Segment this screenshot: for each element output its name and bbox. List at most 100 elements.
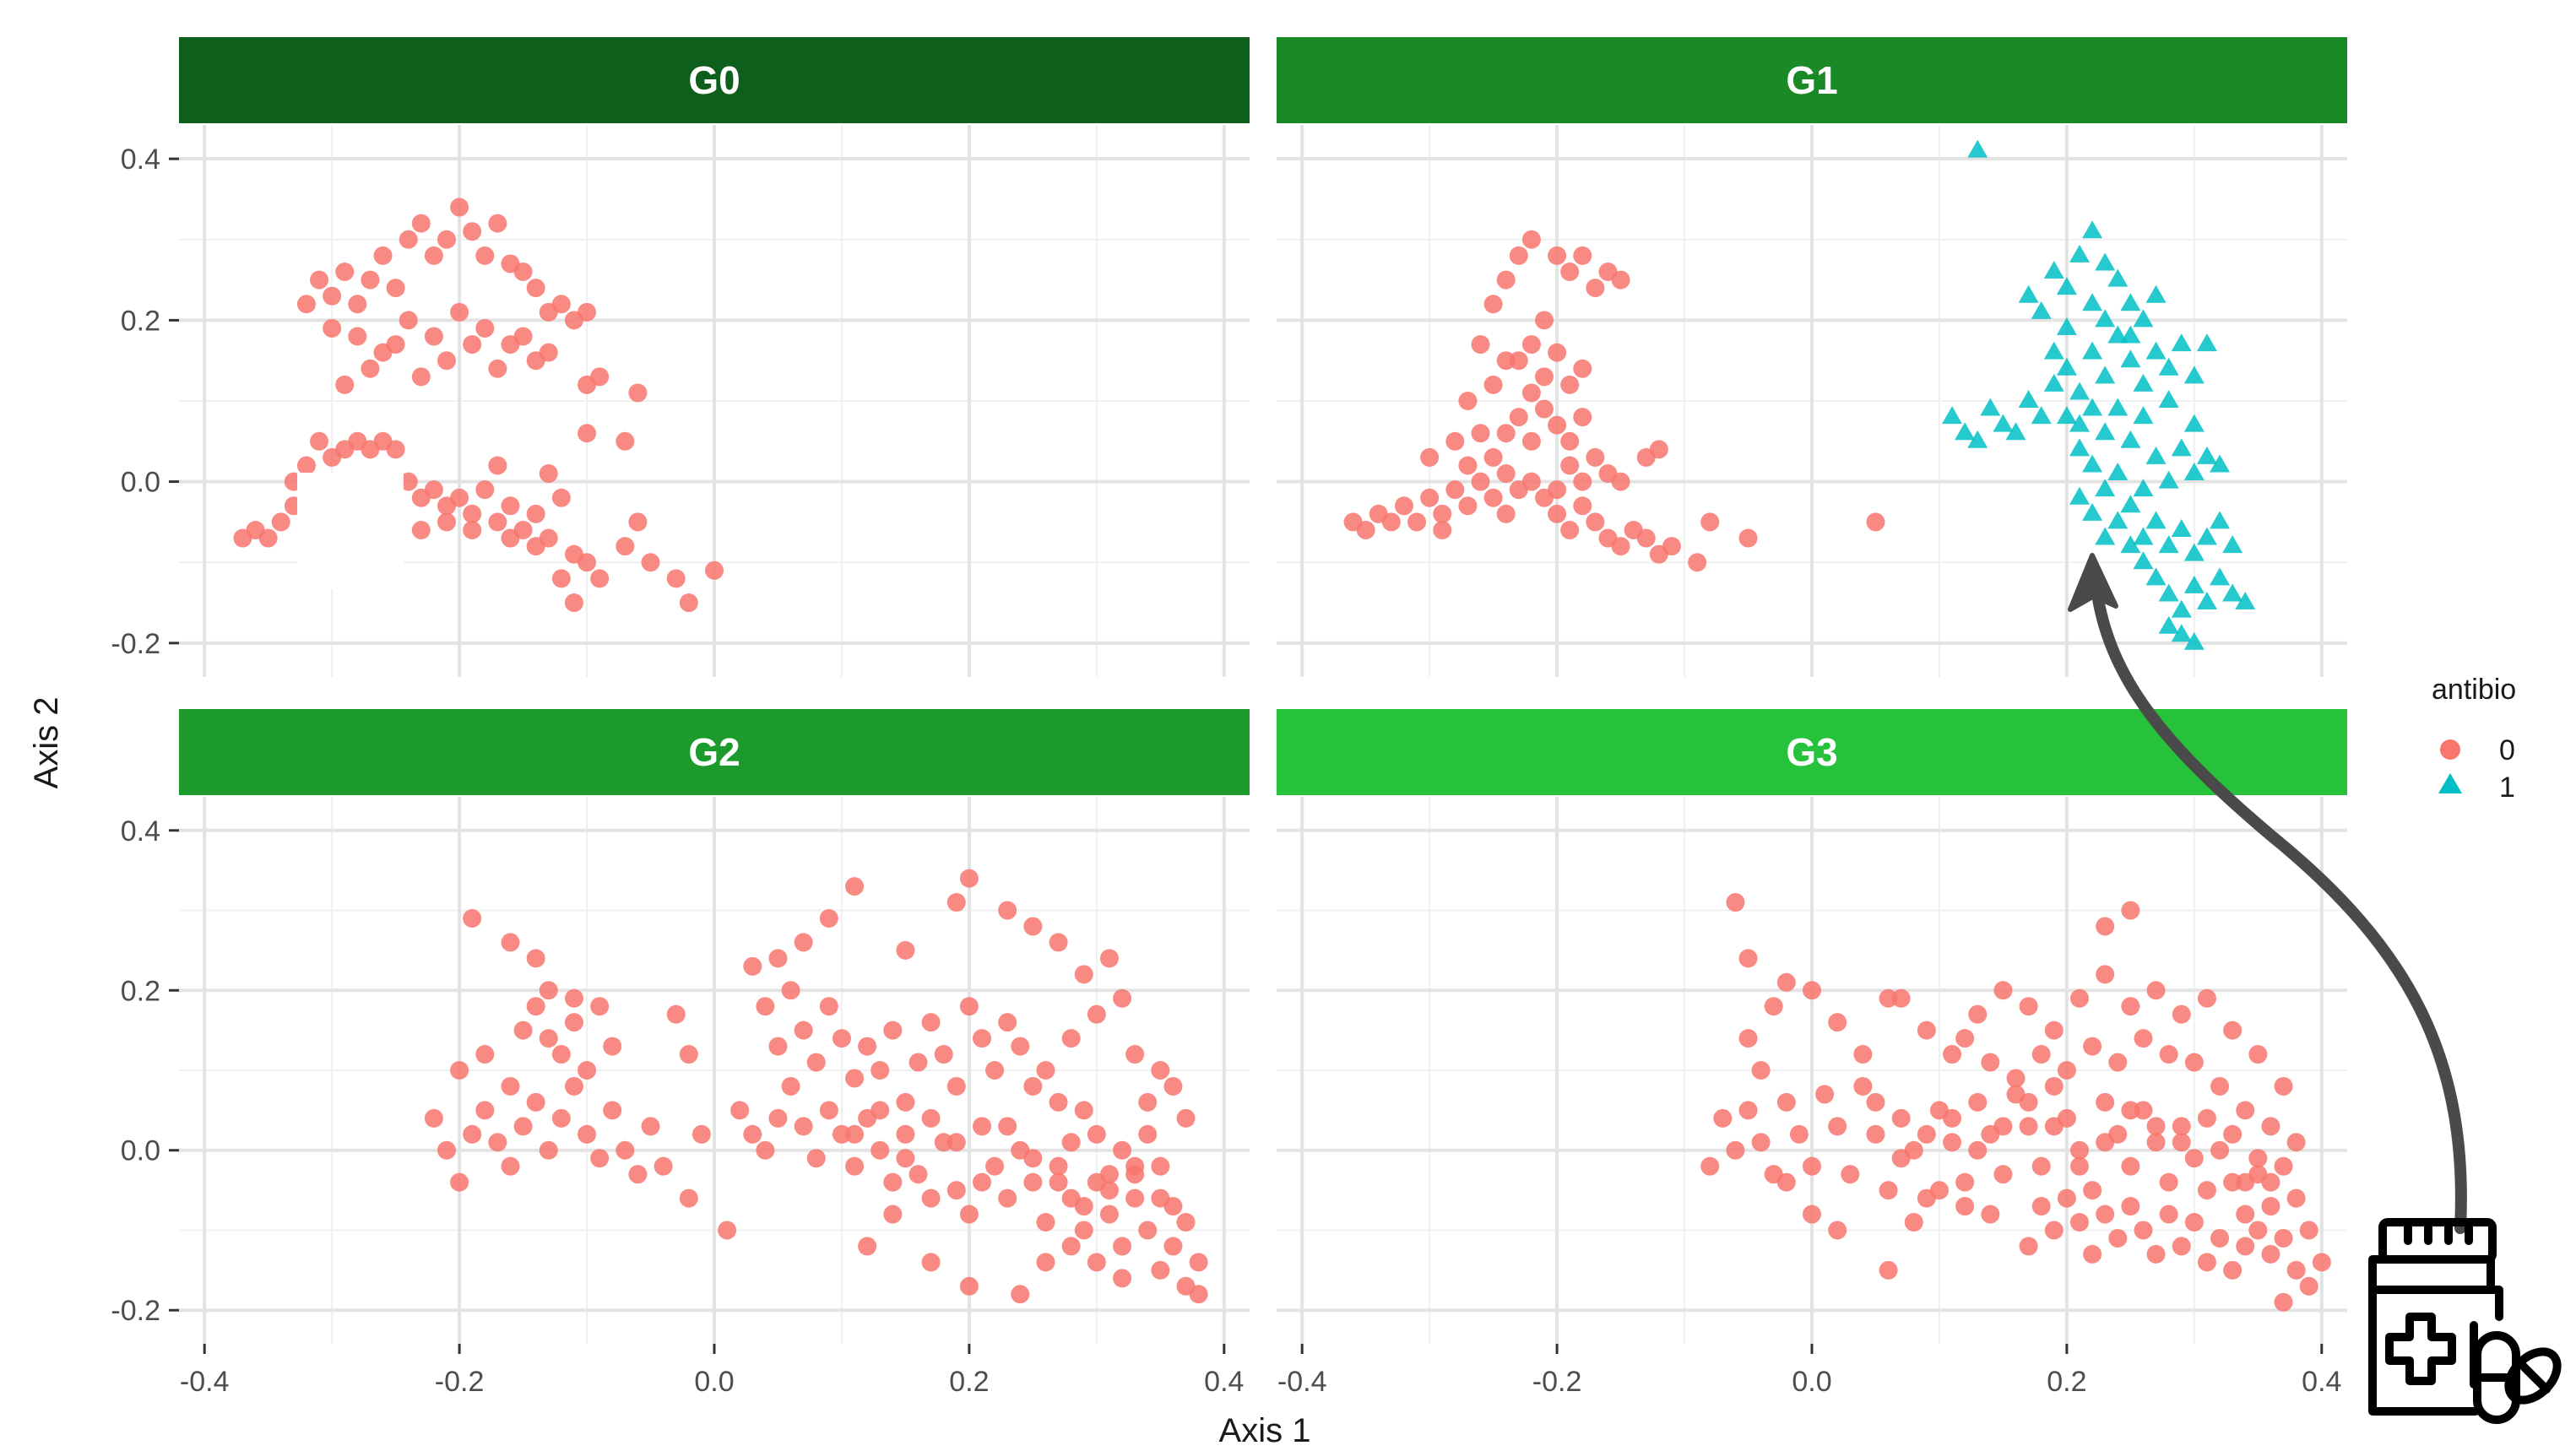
data-point xyxy=(2133,406,2154,425)
data-point xyxy=(2197,1181,2216,1200)
data-point xyxy=(934,1045,953,1064)
data-point xyxy=(1904,1213,1923,1232)
data-point xyxy=(2070,1156,2089,1176)
x-axis-title: Axis 1 xyxy=(1219,1412,1311,1449)
data-point xyxy=(641,1117,660,1136)
data-point xyxy=(1458,496,1478,516)
data-point xyxy=(475,1045,495,1064)
y-tick-label: -0.2 xyxy=(111,1295,160,1327)
data-point xyxy=(450,1061,469,1080)
data-point xyxy=(539,981,558,1000)
data-point xyxy=(1023,917,1043,936)
data-point xyxy=(845,1156,865,1176)
data-point xyxy=(501,933,520,952)
data-point xyxy=(2005,422,2026,441)
data-point xyxy=(564,593,583,613)
data-point xyxy=(2236,1172,2255,1192)
data-point xyxy=(819,909,838,928)
data-point xyxy=(756,997,775,1016)
data-point xyxy=(959,997,979,1016)
data-point xyxy=(2056,277,2077,295)
data-point xyxy=(2083,1244,2102,1264)
data-point xyxy=(1113,1237,1132,1256)
data-point xyxy=(2095,527,2116,545)
data-point xyxy=(1036,1253,1055,1272)
data-point xyxy=(1828,1117,1847,1136)
data-point xyxy=(1099,1165,1119,1184)
data-point xyxy=(1993,414,2014,432)
data-point xyxy=(1125,1045,1145,1064)
data-point xyxy=(2120,535,2141,554)
data-point xyxy=(1751,1133,1771,1152)
data-point xyxy=(819,997,838,1016)
data-point xyxy=(679,1045,698,1064)
data-point xyxy=(526,279,545,298)
data-point xyxy=(1509,246,1528,265)
data-point xyxy=(463,335,482,355)
data-point xyxy=(1980,398,2001,416)
data-point xyxy=(2096,917,2115,936)
data-point xyxy=(590,997,610,1016)
data-point xyxy=(1573,246,1592,265)
data-point xyxy=(1113,988,1132,1008)
data-point xyxy=(2133,527,2154,545)
data-point xyxy=(2096,1133,2115,1152)
data-point xyxy=(1726,1140,1745,1160)
data-point xyxy=(2286,1188,2306,1208)
data-point xyxy=(564,1013,583,1032)
data-point xyxy=(578,553,597,572)
data-point xyxy=(2222,583,2243,602)
legend-label-0: 0 xyxy=(2499,734,2515,766)
data-point xyxy=(1049,1156,1068,1176)
series-0 xyxy=(424,869,1208,1304)
data-point xyxy=(1573,472,1592,491)
data-point xyxy=(1151,1061,1170,1080)
y-tick-label: 0.4 xyxy=(121,815,160,847)
data-point xyxy=(1189,1253,1208,1272)
data-point xyxy=(578,1124,597,1144)
data-point xyxy=(2248,1221,2268,1240)
data-point xyxy=(1061,1237,1081,1256)
data-point xyxy=(2134,1029,2153,1048)
data-point xyxy=(539,1140,558,1160)
data-point xyxy=(2031,1197,2051,1216)
data-point xyxy=(2183,543,2205,561)
data-point xyxy=(616,537,635,556)
data-point xyxy=(424,327,443,346)
data-point xyxy=(1496,504,1516,523)
data-point xyxy=(2172,1133,2191,1152)
data-point xyxy=(896,1149,915,1168)
x-tick-label: 0.0 xyxy=(694,1366,734,1398)
data-point xyxy=(2082,398,2103,416)
data-point xyxy=(679,1188,698,1208)
data-point xyxy=(1789,1124,1809,1144)
data-point xyxy=(1866,1124,1885,1144)
data-point xyxy=(2120,325,2141,344)
data-point xyxy=(2134,1101,2153,1120)
data-point xyxy=(1113,1269,1132,1288)
data-point xyxy=(1151,1260,1170,1280)
data-point xyxy=(1496,351,1516,371)
facet-strip-label: G3 xyxy=(1786,730,1837,774)
data-point xyxy=(2107,268,2129,287)
data-point xyxy=(730,1101,750,1120)
panel-g3: G3 xyxy=(1277,709,2347,1344)
data-point xyxy=(908,1053,928,1072)
data-point xyxy=(2210,1140,2230,1160)
data-point xyxy=(1560,431,1580,451)
data-point xyxy=(883,1021,903,1040)
data-point xyxy=(488,456,507,475)
data-point xyxy=(2095,309,2116,328)
data-point xyxy=(2184,1053,2204,1072)
data-point xyxy=(437,512,456,532)
data-point xyxy=(1356,520,1375,539)
data-point xyxy=(2210,454,2231,473)
data-point xyxy=(1968,1140,1988,1160)
data-point xyxy=(513,1021,533,1040)
legend: antibio 0 1 xyxy=(2432,674,2516,804)
data-point xyxy=(1981,1053,2000,1072)
data-point xyxy=(2172,1004,2191,1024)
occluding-block xyxy=(297,473,404,589)
data-point xyxy=(1433,520,1452,539)
data-point xyxy=(2146,981,2166,1000)
